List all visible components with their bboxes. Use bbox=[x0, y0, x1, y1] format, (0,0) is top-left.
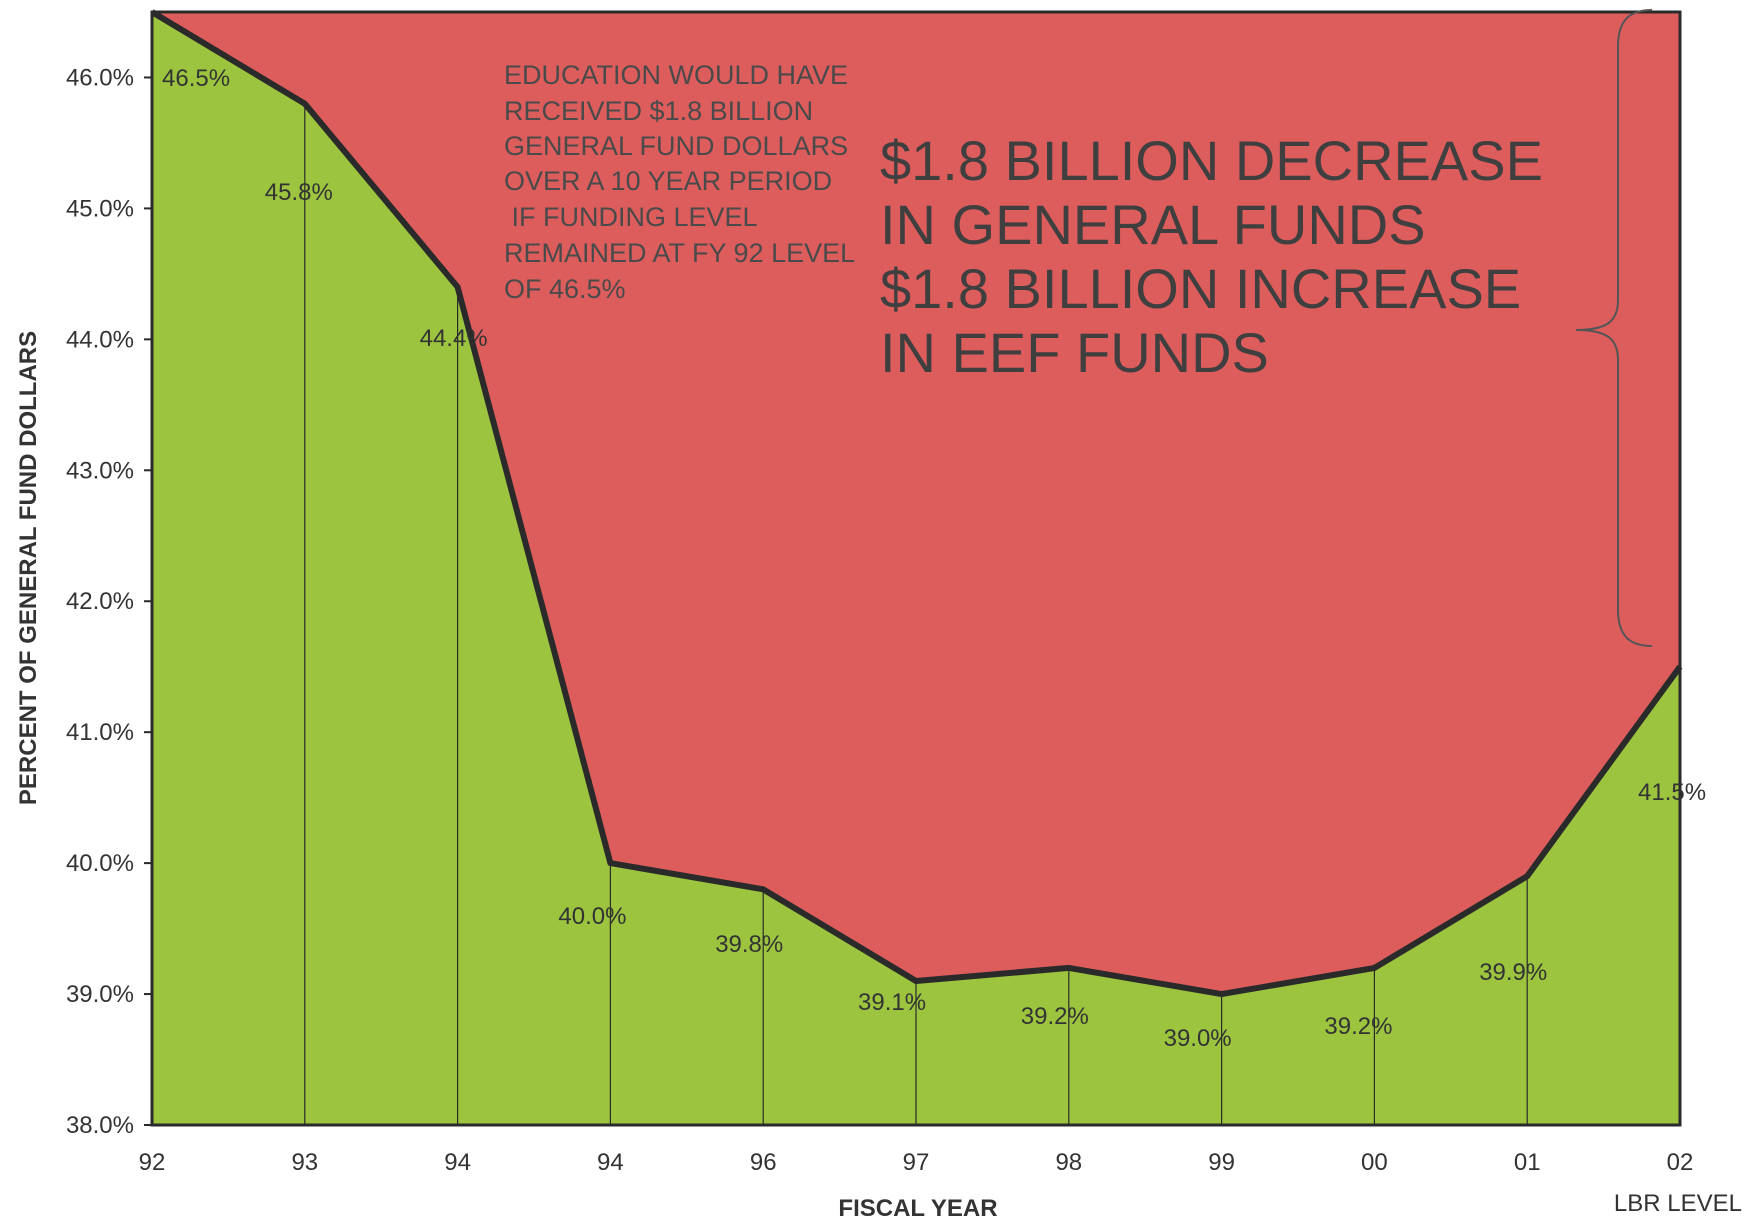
y-tick-label: 45.0% bbox=[66, 195, 134, 222]
annotation-small-line: EDUCATION WOULD HAVE bbox=[504, 60, 848, 90]
data-point bbox=[762, 888, 765, 891]
y-tick-label: 44.0% bbox=[66, 326, 134, 353]
x-tick-label: 00 bbox=[1361, 1149, 1388, 1176]
data-label: 39.0% bbox=[1164, 1025, 1232, 1052]
data-point bbox=[609, 862, 612, 865]
area-series bbox=[152, 12, 1680, 1125]
y-axis-title: PERCENT OF GENERAL FUND DOLLARS bbox=[15, 331, 42, 805]
x-axis-sublabel: LBR LEVEL bbox=[1614, 1190, 1742, 1217]
data-point bbox=[456, 285, 459, 288]
plot-area bbox=[150, 9, 1683, 1127]
data-point bbox=[1373, 966, 1376, 969]
annotation-large: $1.8 BILLION DECREASE IN GENERAL FUNDS $… bbox=[880, 129, 1543, 384]
data-point bbox=[151, 11, 153, 13]
y-tick-label: 46.0% bbox=[66, 64, 134, 91]
annotation-large-line: $1.8 BILLION DECREASE bbox=[880, 129, 1543, 192]
x-tick-label: 92 bbox=[139, 1149, 166, 1176]
data-label: 39.2% bbox=[1021, 1003, 1089, 1030]
data-point bbox=[1220, 993, 1223, 996]
data-point bbox=[1526, 875, 1529, 878]
data-point bbox=[1679, 665, 1681, 668]
data-point bbox=[915, 979, 917, 982]
y-tick-label: 39.0% bbox=[66, 981, 134, 1008]
data-label: 39.8% bbox=[715, 931, 783, 958]
curly-brace bbox=[1575, 9, 1653, 647]
data-point bbox=[1067, 966, 1070, 969]
axes: 38.0% 39.0% 40.0% 41.0% 42.0% 43.0% 44.0% 45.0%… bbox=[66, 64, 1693, 1176]
data-label: 46.5% bbox=[162, 65, 230, 92]
x-tick-label: 02 bbox=[1667, 1149, 1694, 1176]
annotation-large-line: IN EEF FUNDS bbox=[880, 321, 1269, 384]
annotation-small-line: OVER A 10 YEAR PERIOD bbox=[504, 166, 832, 196]
x-tick-label: 93 bbox=[291, 1149, 318, 1176]
data-label: 45.8% bbox=[265, 179, 333, 206]
annotation-large-line: IN GENERAL FUNDS bbox=[880, 193, 1426, 256]
annotation-large-line: $1.8 BILLION INCREASE bbox=[880, 257, 1521, 320]
x-tick-label: 94 bbox=[597, 1149, 624, 1176]
data-point bbox=[303, 102, 306, 105]
annotation-small-line: REMAINED AT FY 92 LEVEL bbox=[504, 238, 855, 268]
y-tick-label: 42.0% bbox=[66, 588, 134, 615]
plot-frame bbox=[150, 10, 1682, 1127]
data-labels: 46.5% 45.8% 44.4% 40.0% 39.8% 39.1% 39.2% 39.0%… bbox=[162, 65, 1706, 1052]
annotation-small-line: OF 46.5% bbox=[504, 274, 626, 304]
x-tick-label: 01 bbox=[1514, 1149, 1541, 1176]
annotation-small: EDUCATION WOULD HAVE RECEIVED $1.8 BILLI… bbox=[504, 60, 855, 304]
y-tick-label: 38.0% bbox=[66, 1112, 134, 1139]
annotation-small-line: GENERAL FUND DOLLARS bbox=[504, 131, 848, 161]
x-tick-label: 94 bbox=[444, 1149, 471, 1176]
data-label: 41.5% bbox=[1638, 779, 1706, 806]
data-label: 44.4% bbox=[420, 325, 488, 352]
annotation-small-line: RECEIVED $1.8 BILLION bbox=[504, 96, 813, 126]
y-tick-label: 40.0% bbox=[66, 850, 134, 877]
x-axis-title: FISCAL YEAR bbox=[838, 1195, 997, 1220]
y-tick-label: 43.0% bbox=[66, 457, 134, 484]
x-tick-label: 97 bbox=[903, 1149, 930, 1176]
data-label: 39.1% bbox=[858, 989, 926, 1016]
x-tick-label: 96 bbox=[750, 1149, 777, 1176]
x-tick-label: 99 bbox=[1208, 1149, 1235, 1176]
y-tick-label: 41.0% bbox=[66, 719, 134, 746]
x-tick-label: 98 bbox=[1055, 1149, 1082, 1176]
data-label: 40.0% bbox=[558, 903, 626, 930]
data-label: 39.9% bbox=[1479, 959, 1547, 986]
annotation-small-line: IF FUNDING LEVEL bbox=[504, 202, 758, 232]
data-label: 39.2% bbox=[1324, 1013, 1392, 1040]
